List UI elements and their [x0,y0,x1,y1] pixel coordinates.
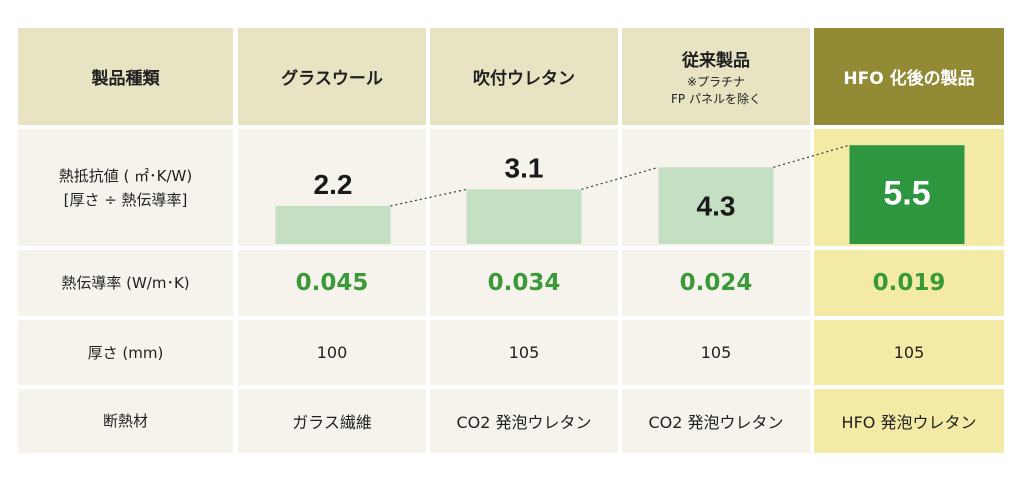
bar-label-0: 2.2 [314,169,353,200]
bar-label-1: 3.1 [505,152,544,183]
bar-3 [849,145,965,244]
bar-1 [466,189,582,244]
row-label-thickness-text: 厚さ (mm) [87,343,164,362]
conductivity-spray-urethane-value: 0.034 [487,270,561,296]
conductivity-glass-wool-value: 0.045 [295,270,369,296]
trend-line-1 [581,166,659,190]
conductivity-glass-wool: 0.045 [238,250,426,316]
row-label-conductivity-text: 熱伝導率 (W/m･K) [61,274,190,292]
thickness-hfo-value: 105 [893,343,925,362]
header-conventional-note-1: ※プラチナ [686,74,746,89]
material-glass-wool-value: ガラス繊維 [292,413,372,432]
row-label-material: 断熱材 [18,389,233,453]
header-category-text: 製品種類 [91,69,160,89]
material-conventional: CO2 発泡ウレタン [622,389,810,453]
row-label-r-value-2: [厚さ ÷ 熱伝導率] [63,190,188,209]
conductivity-conventional: 0.024 [622,250,810,316]
thickness-spray-urethane: 105 [430,320,618,385]
thickness-conventional-value: 105 [700,343,732,362]
trend-line-2 [773,144,850,168]
thickness-glass-wool: 100 [238,320,426,385]
bar-0 [275,205,391,244]
thickness-glass-wool-value: 100 [316,343,348,362]
row-label-r-value: 熱抵抗値 ( ㎡･K/W) [厚さ ÷ 熱伝導率] [18,129,233,246]
trend-line-0 [390,188,467,207]
material-conventional-value: CO2 発泡ウレタン [648,413,784,432]
header-hfo-text: HFO 化後の製品 [843,69,975,89]
header-category: 製品種類 [18,28,233,125]
thickness-hfo: 105 [814,320,1004,385]
material-hfo-value: HFO 発泡ウレタン [841,413,977,432]
header-conventional-note: ※プラチナ FP パネルを除く [671,74,761,108]
bar-2 [658,167,774,244]
bar-label-3: 5.5 [883,175,930,213]
conductivity-hfo: 0.019 [814,250,1004,316]
conductivity-hfo-value: 0.019 [872,270,946,296]
thickness-conventional: 105 [622,320,810,385]
header-spray-urethane: 吹付ウレタン [430,28,618,125]
thickness-spray-urethane-value: 105 [508,343,540,362]
row-label-r-value-1: 熱抵抗値 ( ㎡･K/W) [58,166,193,185]
material-spray-urethane-value: CO2 発泡ウレタン [456,413,592,432]
header-conventional-text: 従来製品 [682,50,750,71]
header-glass-wool: グラスウール [238,28,426,125]
material-hfo: HFO 発泡ウレタン [814,389,1004,453]
header-conventional: 従来製品 ※プラチナ FP パネルを除く [622,28,810,125]
header-glass-wool-text: グラスウール [281,69,383,89]
row-label-material-text: 断熱材 [102,412,148,430]
row-label-thickness: 厚さ (mm) [18,320,233,385]
material-spray-urethane: CO2 発泡ウレタン [430,389,618,453]
conductivity-conventional-value: 0.024 [679,270,753,296]
material-glass-wool: ガラス繊維 [238,389,426,453]
row-label-conductivity: 熱伝導率 (W/m･K) [18,250,233,316]
header-spray-urethane-text: 吹付ウレタン [473,69,575,89]
bar-label-2: 4.3 [697,191,736,222]
conductivity-spray-urethane: 0.034 [430,250,618,316]
header-conventional-note-2: FP パネルを除く [671,91,761,106]
header-hfo: HFO 化後の製品 [814,28,1004,125]
